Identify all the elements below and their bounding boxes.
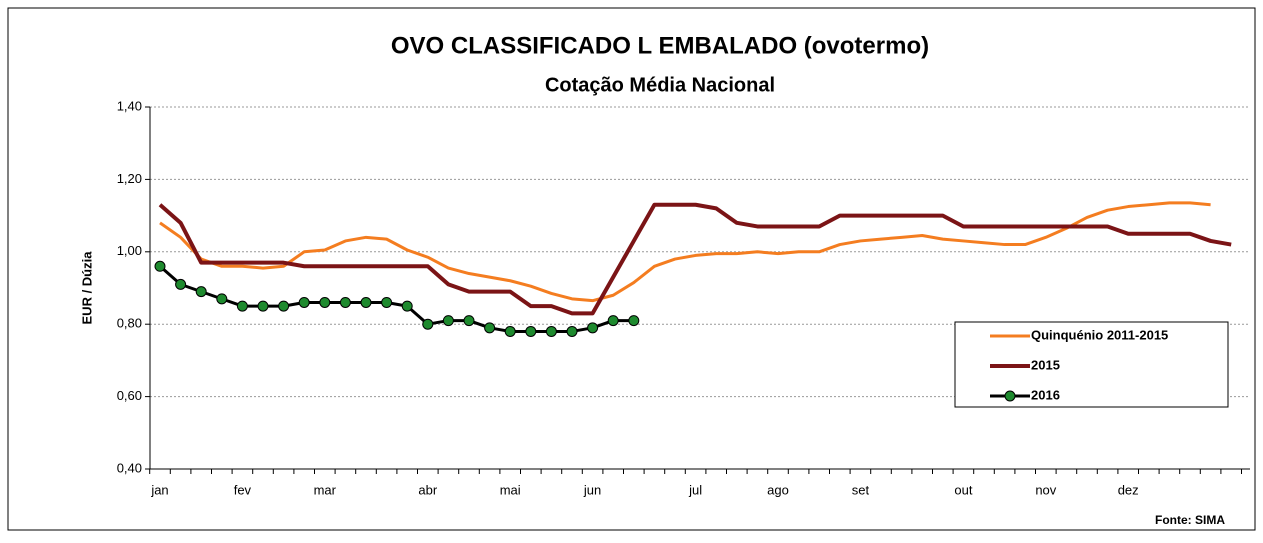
x-tick-label: jan (150, 482, 168, 497)
x-tick-label: abr (418, 482, 437, 497)
data-point (422, 318, 434, 330)
data-point (298, 296, 310, 308)
data-point (587, 322, 599, 334)
legend-label: Quinquénio 2011-2015 (1031, 327, 1168, 342)
data-point (319, 296, 331, 308)
data-point (442, 315, 454, 327)
data-point (236, 300, 248, 312)
x-tick-label: jul (688, 482, 702, 497)
x-tick-label: fev (234, 482, 252, 497)
x-tick-label: jun (583, 482, 601, 497)
data-point (381, 296, 393, 308)
x-tick-label: mai (500, 482, 521, 497)
source-note: Fonte: SIMA (1155, 513, 1225, 527)
y-axis-title: EUR / Dúzia (79, 251, 94, 325)
data-point (154, 260, 166, 272)
chart-subtitle: Cotação Média Nacional (545, 74, 775, 96)
data-point (339, 296, 351, 308)
data-point (504, 325, 516, 337)
y-tick-label: 0,60 (117, 388, 142, 403)
legend-marker (1004, 390, 1016, 402)
y-tick-label: 0,80 (117, 316, 142, 331)
x-tick-label: out (954, 482, 972, 497)
legend-label: 2015 (1031, 357, 1060, 372)
data-point (257, 300, 269, 312)
data-point (463, 315, 475, 327)
chart-title: OVO CLASSIFICADO L EMBALADO (ovotermo) (391, 32, 929, 59)
y-tick-label: 1,40 (117, 98, 142, 113)
data-point (175, 278, 187, 290)
x-tick-label: nov (1035, 482, 1056, 497)
x-tick-label: ago (767, 482, 789, 497)
data-point (525, 325, 537, 337)
data-point (216, 293, 228, 305)
data-point (545, 325, 557, 337)
x-tick-label: set (852, 482, 870, 497)
data-point (360, 296, 372, 308)
x-tick-label: mar (314, 482, 337, 497)
data-line (159, 201, 1211, 303)
y-tick-label: 0,40 (117, 460, 142, 475)
chart-frame (7, 7, 1256, 531)
data-point (607, 315, 619, 327)
data-point (195, 286, 207, 298)
x-tick-label: dez (1118, 482, 1139, 497)
data-point (566, 325, 578, 337)
data-point (484, 322, 496, 334)
data-point (401, 300, 413, 312)
data-line (158, 202, 1232, 316)
data-point (628, 315, 640, 327)
legend-label: 2016 (1031, 387, 1060, 402)
y-tick-label: 1,00 (117, 243, 142, 258)
y-tick-label: 1,20 (117, 171, 142, 186)
data-point (278, 300, 290, 312)
